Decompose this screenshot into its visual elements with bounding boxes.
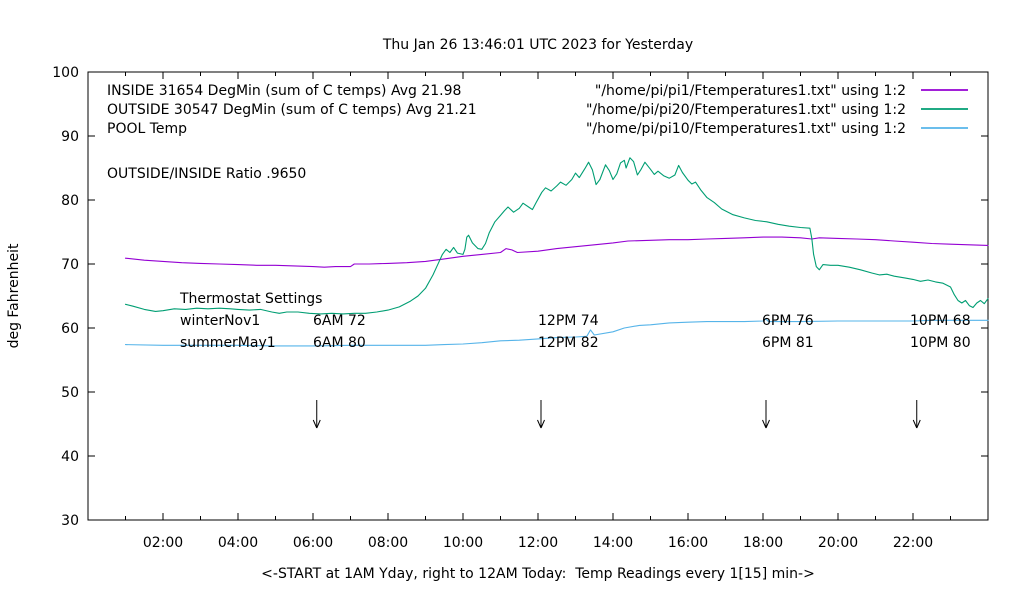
arrow-head-left xyxy=(537,419,542,429)
y-axis-label: deg Fahrenheit xyxy=(6,243,22,348)
thermostat-cell: 6PM 76 xyxy=(762,313,814,329)
arrow-head-right xyxy=(765,419,770,429)
legend-series-file: "/home/pi/pi1/Ftemperatures1.txt" using … xyxy=(595,83,906,99)
x-tick-label: 14:00 xyxy=(593,535,633,551)
x-tick-label: 22:00 xyxy=(893,535,933,551)
arrow-head-right xyxy=(916,419,921,429)
legend-series-file: "/home/pi/pi10/Ftemperatures1.txt" using… xyxy=(586,121,906,137)
legend-series-title: OUTSIDE 30547 DegMin (sum of C temps) Av… xyxy=(107,102,477,118)
y-tick-label: 30 xyxy=(61,513,79,529)
arrow-head-left xyxy=(912,419,918,429)
time-marker-arrow xyxy=(537,400,545,429)
legend: INSIDE 31654 DegMin (sum of C temps) Avg… xyxy=(107,83,968,137)
thermostat-cell: 12PM 74 xyxy=(538,313,599,329)
y-tick-label: 40 xyxy=(61,449,79,465)
outside-series-line xyxy=(124,157,989,315)
x-tick-label: 08:00 xyxy=(368,535,408,551)
arrow-head-right xyxy=(540,419,545,429)
series-lines xyxy=(124,157,989,347)
x-axis-label: <-START at 1AM Yday, right to 12AM Today… xyxy=(261,566,815,582)
y-tick-label: 100 xyxy=(52,65,79,81)
y-tick-label: 70 xyxy=(61,257,79,273)
y-tick-label: 60 xyxy=(61,321,79,337)
legend-series-title: POOL Temp xyxy=(107,121,187,137)
thermostat-cell: 12PM 82 xyxy=(538,335,599,351)
y-tick-label: 80 xyxy=(61,193,79,209)
x-tick-label: 04:00 xyxy=(218,535,258,551)
legend-series-file: "/home/pi/pi20/Ftemperatures1.txt" using… xyxy=(586,102,906,118)
x-tick-label: 20:00 xyxy=(818,535,858,551)
thermostat-cell: summerMay1 xyxy=(180,335,276,351)
time-marker-arrow xyxy=(312,400,321,429)
arrow-head-left xyxy=(312,419,318,429)
arrow-head-left xyxy=(762,419,767,429)
y-tick-label: 50 xyxy=(61,385,79,401)
axis-tick-labels: 02:00 04:00 06:00 08:00 10:00 12:00 14:00 16:00… xyxy=(52,65,933,551)
thermostat-cell: 6PM 81 xyxy=(762,335,814,351)
time-marker-arrow xyxy=(912,400,921,429)
chart-title: Thu Jan 26 13:46:01 UTC 2023 for Yesterd… xyxy=(382,37,693,53)
inside-series-line xyxy=(124,236,989,268)
annotations: OUTSIDE/INSIDE Ratio .9650 Thermostat Set… xyxy=(107,166,971,429)
ratio-label: OUTSIDE/INSIDE Ratio .9650 xyxy=(107,166,306,182)
arrow-head-right xyxy=(316,419,321,429)
legend-series-title: INSIDE 31654 DegMin (sum of C temps) Avg… xyxy=(107,83,461,99)
x-tick-label: 18:00 xyxy=(743,535,783,551)
thermostat-cell: 10PM 80 xyxy=(910,335,971,351)
thermostat-cell: 6AM 72 xyxy=(313,313,366,329)
x-tick-label: 16:00 xyxy=(668,535,708,551)
x-tick-label: 12:00 xyxy=(518,535,558,551)
thermostat-cell: 10PM 68 xyxy=(910,313,971,329)
axis-ticks xyxy=(88,71,988,521)
time-marker-arrow xyxy=(762,400,770,429)
y-tick-label: 90 xyxy=(61,129,79,145)
x-tick-label: 10:00 xyxy=(443,535,483,551)
pool-series-line xyxy=(124,318,989,347)
x-tick-label: 02:00 xyxy=(143,535,183,551)
thermostat-cell: winterNov1 xyxy=(180,313,260,329)
thermostat-header: Thermostat Settings xyxy=(179,291,322,307)
x-tick-label: 06:00 xyxy=(293,535,333,551)
thermostat-cell: 6AM 80 xyxy=(313,335,366,351)
